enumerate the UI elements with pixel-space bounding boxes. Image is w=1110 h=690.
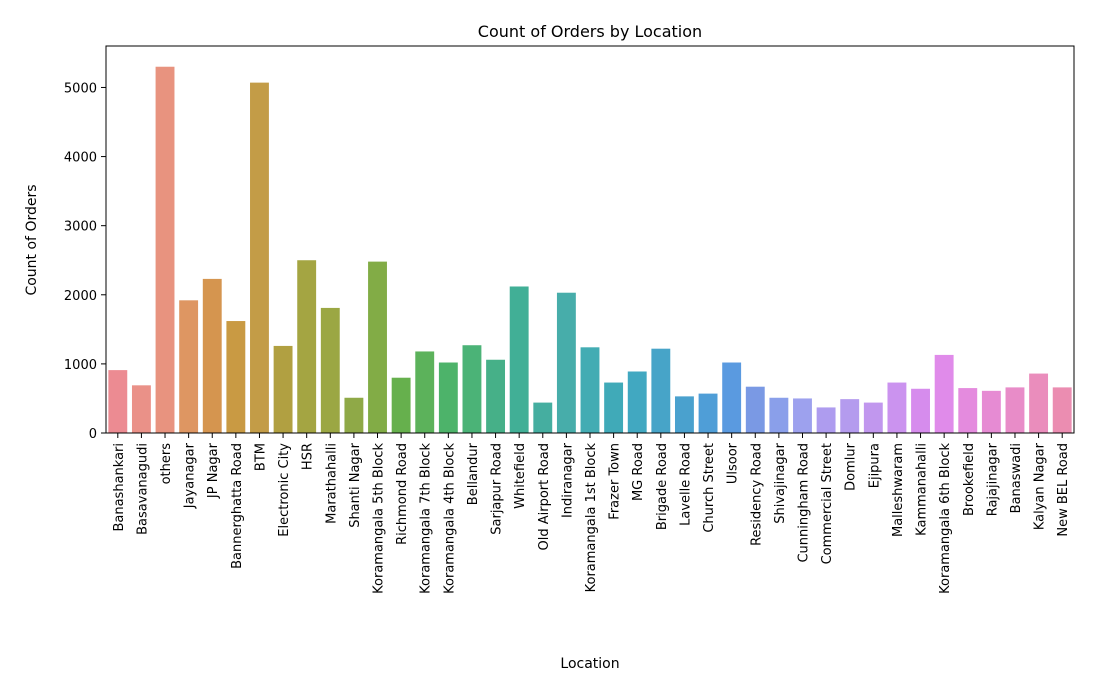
x-tick-label: Whitefield [513, 443, 528, 509]
bar [179, 300, 199, 433]
x-tick-label: others [159, 443, 174, 485]
x-tick-label: Rajajinagar [985, 442, 1000, 516]
x-tick-label: Indiranagar [560, 442, 575, 518]
bar [368, 261, 387, 433]
bar [202, 278, 222, 433]
bar [486, 359, 506, 433]
x-tick-label: Koramangala 1st Block [584, 443, 599, 593]
x-tick-label: Shivajinagar [773, 442, 788, 523]
x-tick-label: Ejipura [867, 443, 882, 488]
bar [580, 347, 600, 433]
x-axis-label: Location [560, 656, 619, 672]
y-tick-label: 5000 [64, 81, 97, 96]
x-tick-label: Richmond Road [395, 443, 410, 545]
x-tick-label: Frazer Town [608, 443, 623, 520]
bar [1005, 387, 1025, 433]
x-tick-label: New BEL Road [1056, 443, 1071, 537]
x-tick-label: Bellandur [466, 442, 481, 505]
bar [415, 351, 435, 433]
x-tick-label: Koramangala 4th Block [442, 443, 457, 594]
x-tick-label: Kalyan Nagar [1033, 442, 1048, 530]
x-tick-label: MG Road [631, 443, 646, 501]
x-tick-label: Banaswadi [1009, 443, 1024, 513]
y-axis-label: Count of Orders [24, 184, 40, 295]
bar [131, 385, 151, 433]
bar [604, 382, 624, 433]
y-axis: 0 1000 2000 3000 4000 5000 [64, 81, 106, 442]
bar [226, 321, 246, 433]
x-tick-label: Commercial Street [820, 443, 835, 564]
y-tick-label: 1000 [64, 358, 97, 373]
x-tick-label: Old Airport Road [537, 443, 552, 550]
bar [556, 292, 576, 433]
bar [674, 396, 694, 433]
bar [462, 345, 482, 433]
bar [108, 370, 128, 433]
x-tick-label: Brigade Road [655, 443, 670, 530]
x-tick-label: Church Street [702, 443, 717, 533]
x-tick-label: Koramangala 6th Block [938, 443, 953, 594]
bar [769, 397, 789, 433]
x-tick-label: Bannerghatta Road [230, 443, 245, 569]
bar [793, 398, 812, 433]
x-tick-label: Shanti Nagar [348, 442, 363, 527]
bar [887, 382, 907, 433]
bar [509, 286, 529, 433]
x-tick-label: Cunningham Road [796, 443, 811, 563]
bar [533, 402, 553, 433]
bar [911, 388, 930, 433]
y-tick-label: 3000 [64, 220, 97, 235]
bar [297, 260, 317, 433]
bar [1052, 387, 1072, 433]
bar [698, 393, 718, 433]
x-tick-label: Ulsoor [726, 442, 741, 484]
x-tick-label: JP Nagar [206, 442, 221, 499]
x-tick-label: Kammanahalli [915, 443, 930, 536]
x-tick-label: Marathahalli [324, 443, 339, 524]
bar [391, 377, 411, 433]
x-tick-label: Koramangala 7th Block [419, 443, 434, 594]
bar [155, 66, 175, 433]
bar [627, 371, 647, 433]
x-tick-label: BTM [253, 443, 268, 471]
x-tick-label: HSR [301, 443, 316, 470]
bar [651, 348, 671, 433]
bar [250, 82, 269, 434]
bar [344, 397, 364, 433]
bar [1029, 373, 1049, 433]
bar [863, 402, 883, 433]
x-axis: Banashankari Basavanagudi others Jayanagar J… [112, 433, 1071, 594]
bar [745, 386, 765, 433]
bar [958, 388, 978, 433]
bar [816, 407, 836, 433]
x-tick-label: Sarjapur Road [490, 443, 505, 535]
x-tick-label: Basavanagudi [135, 443, 150, 535]
x-tick-label: Electronic City [277, 443, 292, 537]
bar [438, 362, 458, 433]
x-tick-label: Lavelle Road [678, 443, 693, 526]
x-tick-label: Residency Road [749, 443, 764, 546]
bar [981, 390, 1001, 433]
bar [840, 399, 860, 433]
x-tick-label: Domlur [844, 442, 859, 490]
bar [320, 307, 340, 433]
x-tick-label: Jayanagar [183, 442, 198, 509]
x-tick-label: Koramangala 5th Block [372, 443, 387, 594]
bars-group [108, 66, 1072, 434]
bar [934, 354, 954, 433]
x-tick-label: Banashankari [112, 443, 127, 532]
chart-title: Count of Orders by Location [478, 22, 702, 41]
x-tick-label: Brookefield [962, 443, 977, 516]
bar [273, 345, 293, 433]
x-tick-label: Malleshwaram [891, 443, 906, 537]
y-tick-label: 2000 [64, 289, 97, 304]
plot-frame [105, 45, 1075, 434]
bar [722, 362, 742, 433]
y-tick-label: 0 [89, 427, 97, 442]
y-tick-label: 4000 [64, 151, 97, 166]
